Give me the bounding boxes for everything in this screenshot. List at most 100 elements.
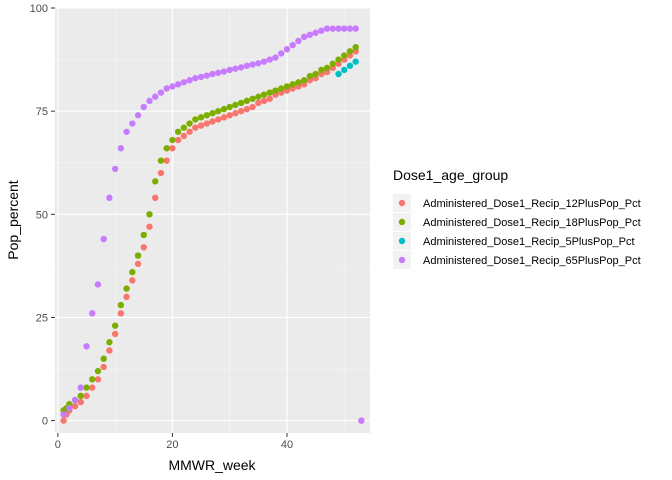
data-point-series-4 (358, 417, 365, 424)
data-point-series-4 (77, 384, 84, 391)
y-axis-label: Pop_percent (5, 180, 21, 260)
data-point-series-1 (255, 99, 262, 107)
data-point-series-2 (323, 64, 331, 72)
data-point-series-4 (266, 56, 273, 63)
data-point-series-1 (140, 244, 147, 251)
data-point-series-2 (100, 355, 107, 362)
data-point-series-1 (83, 392, 90, 400)
legend-swatch (398, 199, 406, 207)
data-point-series-4 (106, 194, 113, 202)
data-point-series-2 (289, 81, 296, 88)
data-point-series-2 (215, 107, 222, 115)
data-point-series-4 (243, 62, 251, 69)
legend-swatch (398, 218, 406, 226)
data-point-series-1 (94, 376, 102, 383)
data-point-series-4 (300, 33, 308, 41)
data-point-series-4 (335, 25, 342, 32)
data-point-series-1 (174, 136, 182, 144)
data-point-series-2 (352, 43, 359, 51)
legend-title: Dose1_age_group (393, 167, 508, 183)
data-point-series-4 (197, 73, 205, 81)
data-point-series-3 (341, 66, 348, 74)
data-point-series-2 (209, 110, 216, 117)
data-point-series-4 (220, 68, 228, 75)
data-point-series-2 (249, 95, 256, 102)
x-axis-label: MMWR_week (168, 457, 256, 473)
legend-swatch (398, 256, 406, 264)
data-point-series-1 (152, 194, 159, 202)
y-tick-label: 75 (36, 106, 48, 118)
data-point-series-1 (129, 277, 136, 284)
data-point-series-4 (232, 65, 239, 72)
data-point-series-2 (77, 392, 84, 400)
legend-label: Administered_Dose1_Recip_12PlusPop_Pct (423, 198, 641, 210)
data-point-series-4 (278, 50, 285, 57)
data-point-series-1 (232, 110, 239, 117)
data-point-series-1 (186, 128, 193, 135)
data-point-series-4 (312, 29, 319, 36)
data-point-series-2 (192, 116, 199, 123)
data-point-series-1 (266, 95, 273, 102)
data-point-series-4 (174, 81, 182, 88)
x-tick-label: 0 (55, 439, 61, 451)
data-point-series-4 (94, 281, 102, 288)
data-point-series-1 (157, 169, 165, 177)
data-point-series-2 (134, 252, 142, 259)
data-point-series-1 (215, 116, 222, 123)
data-point-series-1 (117, 310, 125, 317)
data-point-series-4 (209, 70, 216, 78)
data-point-series-4 (283, 46, 291, 53)
data-point-series-2 (180, 124, 188, 131)
data-point-series-4 (346, 25, 354, 32)
data-point-series-4 (192, 74, 199, 82)
data-point-series-4 (329, 25, 336, 32)
data-point-series-1 (123, 293, 130, 301)
data-point-series-4 (260, 58, 268, 65)
data-point-series-2 (169, 136, 176, 144)
data-point-series-2 (106, 339, 113, 346)
y-axis-ticks: 0 25 50 75 100 (30, 3, 55, 428)
data-point-series-1 (71, 402, 79, 410)
data-point-series-1 (100, 363, 107, 371)
data-point-series-4 (255, 60, 262, 67)
data-point-series-2 (220, 105, 228, 113)
data-point-series-4 (117, 145, 125, 152)
data-point-series-3 (335, 70, 342, 78)
data-point-series-4 (157, 89, 165, 96)
data-point-series-2 (318, 66, 325, 74)
data-point-series-2 (83, 384, 90, 391)
data-point-series-1 (249, 103, 256, 111)
data-point-series-4 (203, 72, 210, 79)
data-point-series-4 (163, 85, 170, 92)
data-point-series-3 (352, 58, 359, 65)
data-point-series-1 (197, 122, 205, 129)
legend-swatch (398, 237, 406, 245)
data-point-series-2 (295, 79, 302, 86)
data-point-series-2 (163, 145, 170, 152)
data-point-series-4 (89, 310, 96, 317)
y-tick-label: 25 (36, 312, 48, 324)
data-point-series-2 (123, 285, 130, 292)
data-point-series-4 (134, 112, 142, 119)
data-point-series-1 (169, 145, 176, 152)
data-point-series-4 (123, 128, 130, 135)
y-tick-label: 50 (36, 209, 48, 221)
data-point-series-4 (237, 64, 245, 71)
data-point-series-1 (237, 107, 245, 115)
data-point-series-4 (60, 411, 67, 418)
data-point-series-2 (237, 99, 245, 107)
data-point-series-4 (129, 120, 136, 127)
data-point-series-1 (77, 398, 84, 406)
data-point-series-4 (215, 69, 222, 76)
data-point-series-2 (186, 120, 193, 127)
data-point-series-1 (226, 112, 233, 119)
data-point-series-2 (306, 72, 314, 80)
data-point-series-4 (146, 97, 153, 105)
data-point-series-2 (152, 178, 159, 185)
data-point-series-2 (243, 97, 251, 105)
data-point-series-2 (111, 322, 119, 329)
data-point-series-4 (186, 77, 193, 84)
legend-label: Administered_Dose1_Recip_65PlusPop_Pct (423, 255, 641, 267)
data-point-series-1 (243, 105, 251, 113)
